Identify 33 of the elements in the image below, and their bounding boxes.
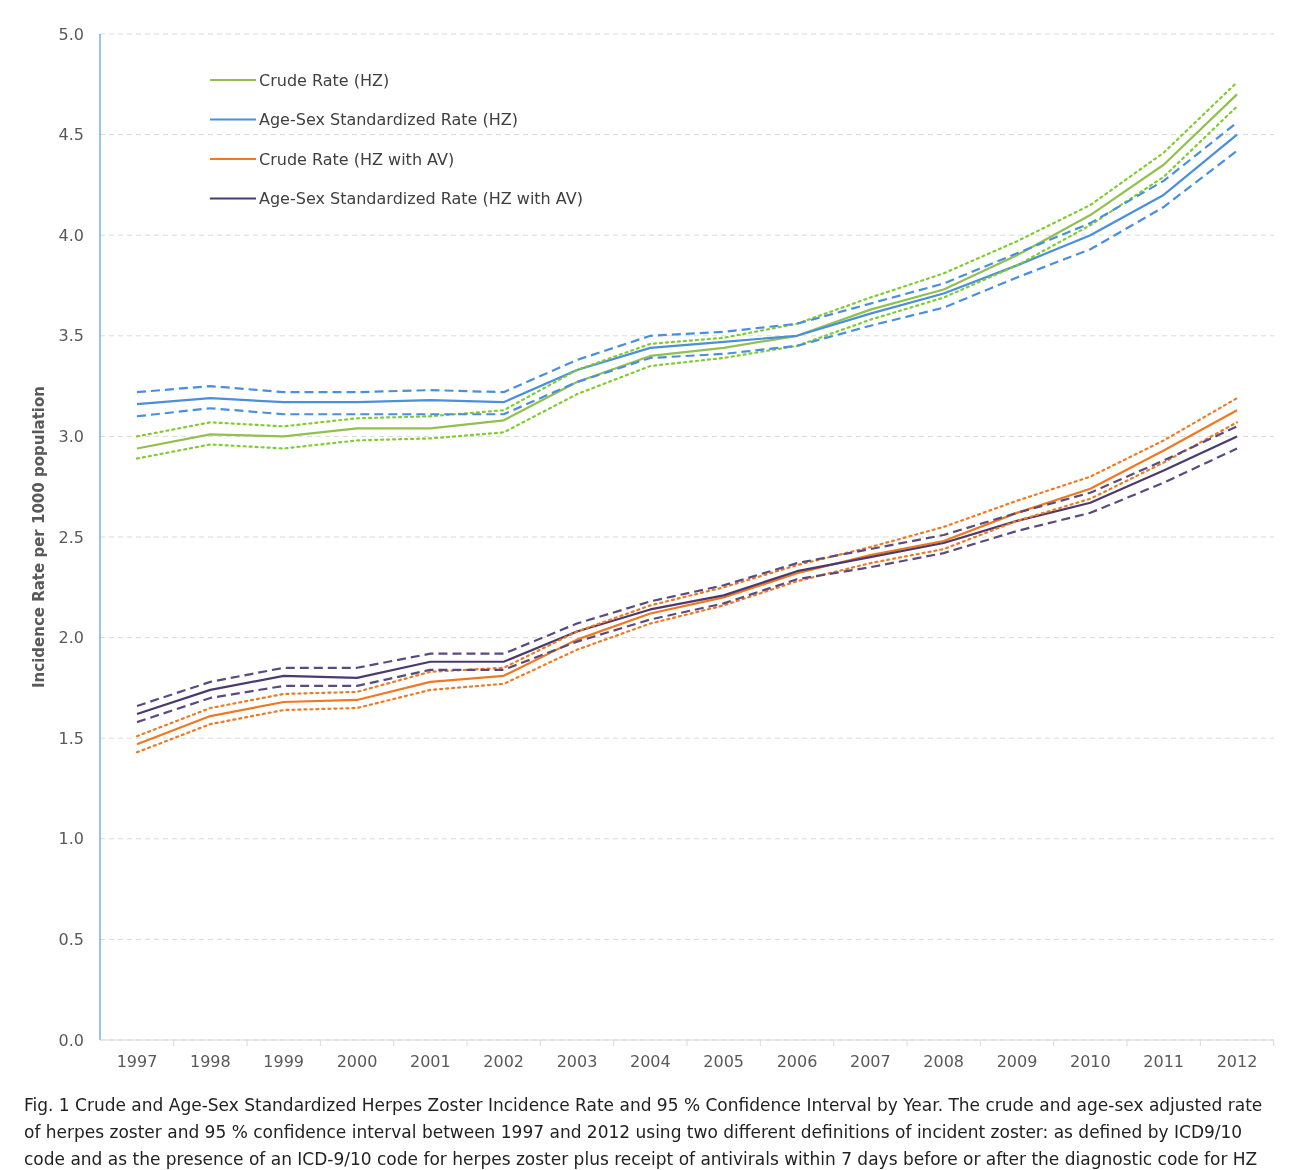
legend-label: Age-Sex Standardized Rate (HZ with AV) [259, 189, 583, 209]
x-tick-label: 2004 [629, 1052, 671, 1071]
y-tick-label: 0.0 [58, 1030, 84, 1050]
x-tick-label: 2002 [483, 1052, 525, 1071]
x-tick-label: 1997 [116, 1052, 158, 1071]
x-tick-label: 2012 [1216, 1052, 1258, 1071]
x-tick-label: 1998 [189, 1052, 231, 1071]
x-tick-label: 2010 [1069, 1052, 1111, 1071]
y-tick-label: 1.5 [58, 728, 84, 748]
x-tick-label: 2006 [776, 1052, 818, 1071]
y-tick-label: 3.5 [58, 326, 84, 346]
x-tick-label: 2011 [1143, 1052, 1185, 1071]
legend-label: Crude Rate (HZ with AV) [259, 149, 455, 169]
x-tick-label: 2009 [996, 1052, 1038, 1071]
x-tick-label: 2007 [849, 1052, 891, 1071]
legend-label: Crude Rate (HZ) [259, 70, 390, 90]
y-axis-title: Incidence Rate per 1000 population [30, 386, 48, 688]
y-tick-label: 4.0 [58, 225, 84, 245]
y-tick-label: 5.0 [58, 24, 84, 44]
y-tick-label: 1.0 [58, 829, 84, 849]
x-tick-label: 2008 [923, 1052, 965, 1071]
x-tick-label: 2003 [556, 1052, 598, 1071]
x-tick-label: 1999 [263, 1052, 305, 1071]
legend-label: Age-Sex Standardized Rate (HZ) [259, 110, 518, 130]
y-tick-label: 4.5 [58, 125, 84, 145]
y-tick-label: 2.5 [58, 527, 84, 547]
x-tick-label: 2001 [409, 1052, 451, 1071]
y-tick-label: 2.0 [58, 628, 84, 648]
x-tick-label: 2000 [336, 1052, 378, 1071]
y-tick-label: 0.5 [58, 930, 84, 949]
x-tick-label: 2005 [703, 1052, 745, 1071]
y-tick-label: 3.0 [58, 427, 84, 446]
caption: Fig. 1 Crude and Age-Sex Standardized Herpes Zoster Incidence Rate and 95 % Confidence Interval by Year. The crude and age-sex adjusted rate of herpes zoster and 95 % confidence interval between 1997 and 2012 using two different definitions of incident zoster: as defined by ICD9/10 code and as the presence of an ICD-9/10 code for herpes zoster plus receipt of antivirals within 7 days before or after the diagnostic code for HZ [23, 1094, 1264, 1170]
